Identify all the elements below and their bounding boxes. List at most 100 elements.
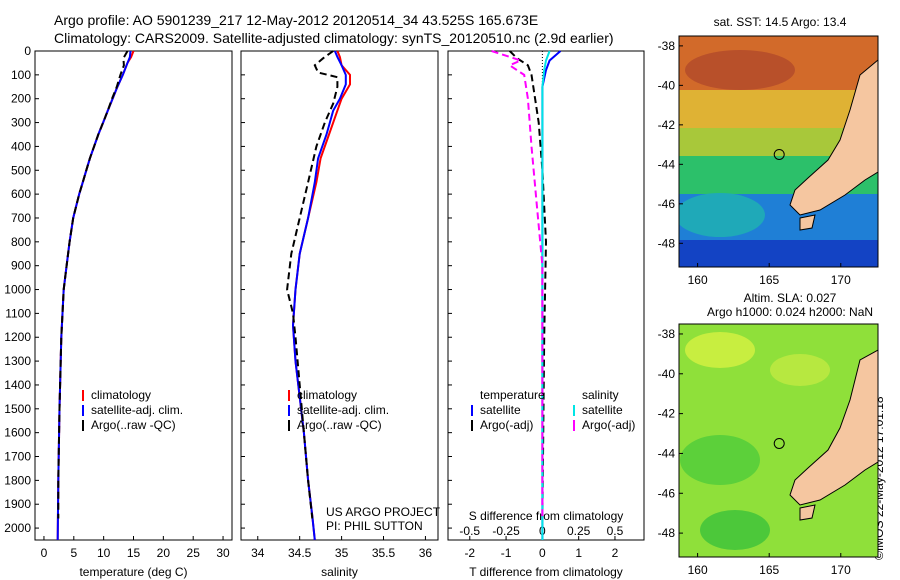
y-tick-label: 1200 xyxy=(4,330,31,344)
x-tick-label: 10 xyxy=(97,546,111,560)
y-tick-label: 2000 xyxy=(4,521,31,535)
x-tick-label: -1 xyxy=(501,546,512,560)
y-tick-label: 1400 xyxy=(4,378,31,392)
legend-label: Argo(..raw -QC) xyxy=(91,418,176,432)
sla-map-title-1: Altim. SLA: 0.027 xyxy=(744,291,837,305)
y-tick-label: 1800 xyxy=(4,473,31,487)
lat-tick-label: -48 xyxy=(658,526,676,540)
temperature-panel: 0100200300400500600700800900100011001200… xyxy=(4,44,233,579)
legend-label: satellite xyxy=(582,403,623,417)
lat-tick-label: -42 xyxy=(658,118,676,132)
y-tick-label: 1900 xyxy=(4,497,31,511)
lat-tick-label: -46 xyxy=(658,486,676,500)
top-axis-label: S difference from climatology xyxy=(469,509,624,523)
x-axis-label: T difference from climatology xyxy=(469,565,623,579)
lat-tick-label: -38 xyxy=(658,39,676,53)
x-tick-label: 34 xyxy=(251,546,265,560)
credit-pi: PI: PHIL SUTTON xyxy=(326,519,423,533)
x-tick-label: 36 xyxy=(419,546,433,560)
y-tick-label: 100 xyxy=(11,68,31,82)
x-tick-label: 35.5 xyxy=(372,546,396,560)
lat-tick-label: -46 xyxy=(658,197,676,211)
legend-title: temperature xyxy=(480,388,545,402)
sla-map-frame xyxy=(678,323,879,558)
figure-title-line2: Climatology: CARS2009. Satellite-adjuste… xyxy=(54,30,614,46)
lon-tick-label: 165 xyxy=(759,273,779,287)
lat-tick-label: -48 xyxy=(658,236,676,250)
plot-frame xyxy=(447,50,645,541)
y-tick-label: 500 xyxy=(11,163,31,177)
x-tick-label: 35 xyxy=(335,546,349,560)
sla-land xyxy=(789,349,878,506)
sst-mid-band xyxy=(679,90,878,130)
y-tick-label: 400 xyxy=(11,139,31,153)
lon-tick-label: 165 xyxy=(759,563,779,577)
lat-tick-label: -44 xyxy=(658,446,676,460)
series-line xyxy=(286,50,339,519)
legend-label: satellite-adj. clim. xyxy=(297,403,389,417)
salinity-panel: 34 34.5 35 35.5 36 salinity climatologysatelli… xyxy=(240,50,439,579)
legend-label: climatology xyxy=(297,388,357,402)
legend-label: satellite-adj. clim. xyxy=(91,403,183,417)
y-tick-label: 1300 xyxy=(4,354,31,368)
lat-tick-label: -40 xyxy=(658,367,676,381)
lon-tick-label: 160 xyxy=(688,563,708,577)
plot-frame xyxy=(34,50,233,541)
plot-frame xyxy=(240,50,439,541)
lon-tick-label: 160 xyxy=(688,273,708,287)
y-tick-label: 200 xyxy=(11,92,31,106)
lon-tick-label: 170 xyxy=(831,273,851,287)
x-tick-label: 20 xyxy=(157,546,171,560)
legend-title: salinity xyxy=(582,388,619,402)
sla-patch-2 xyxy=(770,354,830,386)
y-tick-label: 600 xyxy=(11,187,31,201)
sst-land xyxy=(789,59,878,216)
top-tick-label: -0.25 xyxy=(492,524,520,538)
legend-label: Argo(-adj) xyxy=(582,418,635,432)
sst-warm-patch xyxy=(685,50,795,90)
sst-teal-patch xyxy=(679,193,765,237)
legend-label: climatology xyxy=(91,388,151,402)
credit-project: US ARGO PROJECT xyxy=(326,505,441,519)
lat-tick-label: -40 xyxy=(658,78,676,92)
difference-panel: -2 -1 0 1 2 T difference from climatology S di… xyxy=(447,50,645,579)
y-tick-label: 0 xyxy=(24,44,31,58)
top-tick-label: 0.25 xyxy=(567,524,591,538)
x-tick-label: 0 xyxy=(539,546,546,560)
x-tick-label: 34.5 xyxy=(288,546,312,560)
series-line xyxy=(57,50,129,519)
x-tick-label: 2 xyxy=(612,546,619,560)
sst-map: sat. SST: 14.5 Argo: 13.4 160 165 170 -38 -4… xyxy=(658,15,879,287)
x-tick-label: 15 xyxy=(127,546,141,560)
sla-patch-1 xyxy=(685,332,755,368)
y-tick-label: 700 xyxy=(11,211,31,225)
sla-map: Altim. SLA: 0.027 Argo h1000: 0.024 h200… xyxy=(658,291,879,577)
sst-island xyxy=(799,214,816,231)
x-tick-label: 1 xyxy=(575,546,582,560)
sla-patch-4 xyxy=(700,510,770,550)
sla-patch-3 xyxy=(680,435,760,485)
x-tick-label: 30 xyxy=(216,546,230,560)
top-tick-label: -0.5 xyxy=(459,524,480,538)
y-tick-label: 1600 xyxy=(4,426,31,440)
sst-deep-band xyxy=(679,240,878,267)
figure-title-line1: Argo profile: AO 5901239_217 12-May-2012… xyxy=(54,12,539,28)
y-tick-label: 1700 xyxy=(4,450,31,464)
x-tick-label: 5 xyxy=(70,546,77,560)
sst-map-frame xyxy=(678,35,879,268)
sla-island xyxy=(799,504,816,521)
y-tick-label: 1500 xyxy=(4,402,31,416)
y-tick-label: 300 xyxy=(11,116,31,130)
argo-float-marker xyxy=(773,437,785,449)
series-line xyxy=(508,50,548,519)
x-axis-label: temperature (deg C) xyxy=(79,565,187,579)
sla-map-title-2: Argo h1000: 0.024 h2000: NaN xyxy=(707,305,873,319)
sst-map-title: sat. SST: 14.5 Argo: 13.4 xyxy=(714,15,847,29)
sla-map-ticks: 160 165 170 -38 -40 -42 -44 -46 -48 xyxy=(658,327,851,577)
lat-tick-label: -44 xyxy=(658,157,676,171)
lat-tick-label: -38 xyxy=(658,327,676,341)
x-tick-label: -2 xyxy=(464,546,475,560)
y-tick-label: 800 xyxy=(11,235,31,249)
legend-label: Argo(-adj) xyxy=(480,418,533,432)
y-tick-label: 1000 xyxy=(4,283,31,297)
